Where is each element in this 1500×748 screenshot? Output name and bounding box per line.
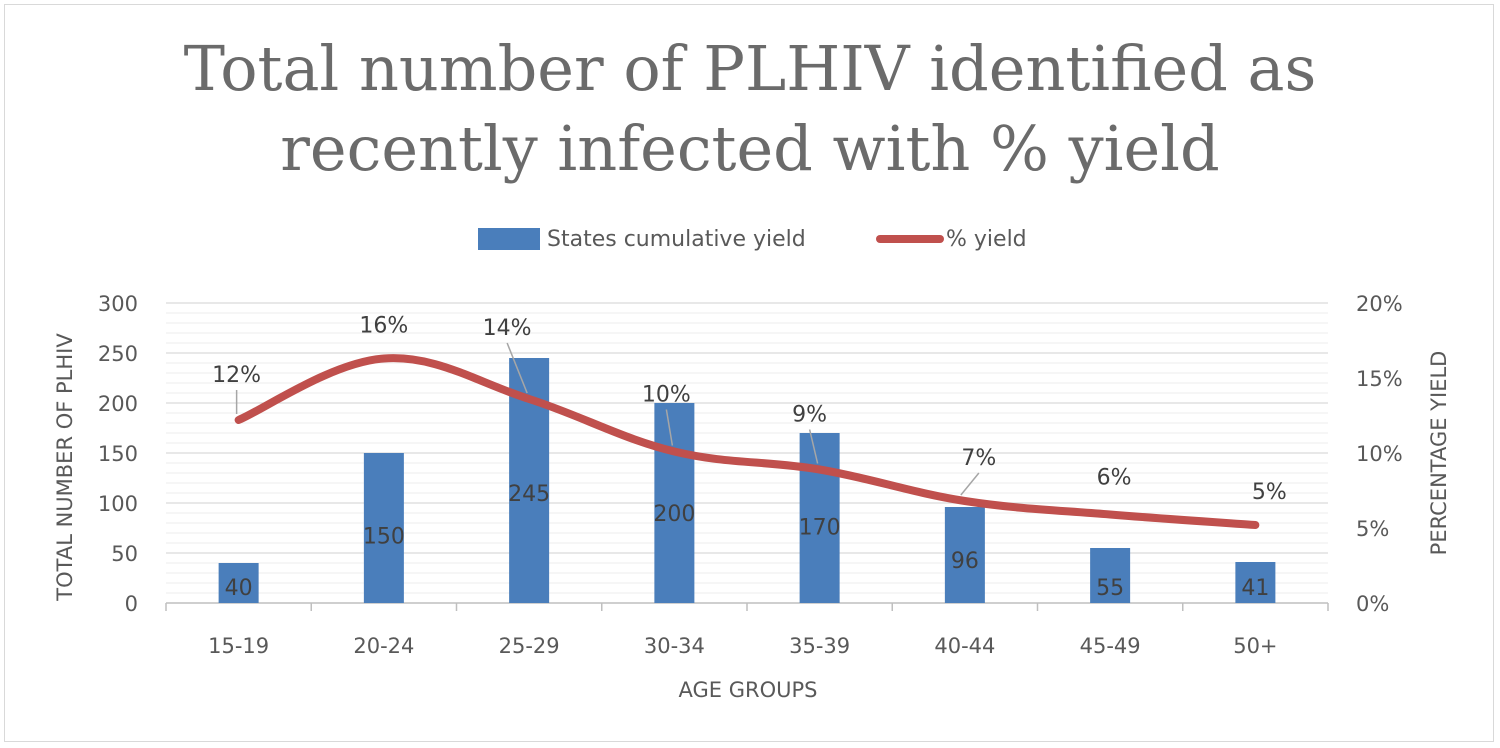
leader-line <box>808 429 819 464</box>
chart-title: Total number of PLHIV identified as rece… <box>184 32 1317 185</box>
bar-data-labels: 40 150 245 200 170 96 55 41 <box>225 482 1270 601</box>
bar <box>1235 562 1276 603</box>
bar-data-label: 55 <box>1096 576 1124 601</box>
right-axis-tick-label: 0% <box>1356 592 1389 616</box>
right-axis-tick-label: 20% <box>1356 292 1403 316</box>
leader-line <box>960 472 980 496</box>
bar-data-label: 200 <box>653 502 695 527</box>
left-axis-tick-label: 50 <box>111 542 138 566</box>
y2-axis-title: PERCENTAGE YIELD <box>1427 351 1451 556</box>
gridlines <box>166 302 1328 594</box>
legend: States cumulative yield % yield <box>478 227 1027 252</box>
yield-data-label: 9% <box>792 403 827 428</box>
category-label: 30-34 <box>644 634 705 658</box>
axes <box>165 602 1329 611</box>
bar <box>363 453 404 603</box>
legend-label-line: % yield <box>946 227 1027 252</box>
bar-data-label: 96 <box>951 549 979 574</box>
yield-data-label: 14% <box>483 316 532 341</box>
bar-data-label: 40 <box>225 576 253 601</box>
right-axis-tick-label: 5% <box>1356 517 1389 541</box>
left-axis-tick-label: 150 <box>98 442 138 466</box>
leader-line <box>506 342 528 394</box>
yield-data-label: 12% <box>212 363 261 388</box>
bar <box>218 563 259 603</box>
chart-title-line-1: Total number of PLHIV identified as <box>184 32 1317 105</box>
legend-swatch-bars <box>478 228 540 250</box>
left-axis-tick-label: 0 <box>125 592 138 616</box>
y-axis-title: TOTAL NUMBER OF PLHIV <box>53 333 77 602</box>
category-label: 40-44 <box>934 634 995 658</box>
left-axis-tick-label: 300 <box>98 292 138 316</box>
chart-title-line-2: recently infected with % yield <box>280 112 1219 185</box>
right-axis-tick-label: 15% <box>1356 367 1403 391</box>
bar-data-label: 170 <box>799 516 841 541</box>
yield-data-label: 10% <box>642 383 691 408</box>
bar <box>654 403 695 603</box>
yield-data-label: 7% <box>961 446 996 471</box>
leader-lines <box>235 342 980 496</box>
left-axis-tick-label: 200 <box>98 392 138 416</box>
bar <box>799 433 840 603</box>
bar <box>1090 548 1131 603</box>
category-label: 20-24 <box>353 634 414 658</box>
category-axis-ticks: 15-19 20-24 25-29 30-34 35-39 40-44 45-49 50+ <box>208 634 1277 658</box>
bar <box>944 507 985 603</box>
left-axis-tick-label: 100 <box>98 492 138 516</box>
bar-data-label: 150 <box>363 525 405 550</box>
category-label: 45-49 <box>1080 634 1141 658</box>
line-series <box>234 354 1260 529</box>
left-axis-ticks: 0 50 100 150 200 250 300 <box>98 292 138 616</box>
yield-data-label: 6% <box>1097 466 1132 491</box>
category-label: 35-39 <box>789 634 850 658</box>
left-axis-tick-label: 250 <box>98 342 138 366</box>
line-data-labels: 12% 16% 14% 10% 9% 7% 6% 5% <box>212 314 1287 506</box>
category-label: 15-19 <box>208 634 269 658</box>
right-axis-tick-label: 10% <box>1356 442 1403 466</box>
yield-line <box>234 354 1260 529</box>
category-label: 50+ <box>1233 634 1277 658</box>
leader-line <box>665 409 674 446</box>
bar-data-label: 245 <box>508 482 550 507</box>
bar-series <box>218 358 1276 603</box>
bar-data-label: 41 <box>1241 576 1269 601</box>
legend-label-bars: States cumulative yield <box>547 227 806 252</box>
category-label: 25-29 <box>499 634 560 658</box>
yield-data-label: 16% <box>359 314 408 339</box>
x-axis-title: AGE GROUPS <box>679 678 818 702</box>
yield-data-label: 5% <box>1252 480 1287 505</box>
right-axis-ticks: 0% 5% 10% 15% 20% <box>1356 292 1403 616</box>
